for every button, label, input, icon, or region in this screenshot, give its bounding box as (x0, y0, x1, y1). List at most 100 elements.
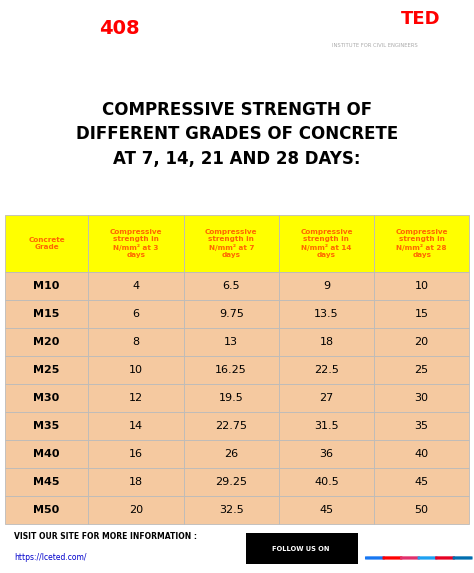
Text: 10: 10 (415, 281, 428, 291)
Text: 9.75: 9.75 (219, 309, 244, 319)
Text: Compressive
strength in
N/mm² at 7
days: Compressive strength in N/mm² at 7 days (205, 229, 257, 258)
Bar (5, 328, 88, 356)
Bar (88, 356, 183, 384)
Bar (374, 440, 469, 468)
Text: 10: 10 (129, 365, 143, 375)
Bar (183, 496, 279, 524)
Text: M45: M45 (33, 477, 60, 487)
Bar (374, 272, 469, 300)
Text: 408: 408 (100, 19, 140, 38)
Text: 26: 26 (224, 449, 238, 459)
Text: 16.25: 16.25 (215, 365, 247, 375)
Bar (88, 300, 183, 328)
Text: 40.5: 40.5 (314, 477, 339, 487)
Text: 20: 20 (129, 505, 143, 515)
Text: 45: 45 (415, 477, 428, 487)
Bar (279, 496, 374, 524)
Bar (279, 412, 374, 440)
FancyBboxPatch shape (365, 556, 385, 560)
Bar (374, 356, 469, 384)
Bar (183, 384, 279, 412)
Text: M15: M15 (33, 309, 60, 319)
Text: 16: 16 (129, 449, 143, 459)
Text: M40: M40 (33, 449, 60, 459)
Bar (5, 384, 88, 412)
FancyBboxPatch shape (435, 556, 455, 560)
Bar (88, 412, 183, 440)
FancyBboxPatch shape (453, 556, 473, 560)
Text: TIPS: TIPS (14, 19, 63, 38)
Text: 36: 36 (319, 449, 333, 459)
Bar (5, 272, 88, 300)
Bar (374, 468, 469, 496)
Text: 15: 15 (415, 309, 428, 319)
Bar (183, 272, 279, 300)
Bar (183, 468, 279, 496)
Text: M35: M35 (34, 421, 60, 431)
Text: VISIT OUR SITE FOR MORE INFORMATION :: VISIT OUR SITE FOR MORE INFORMATION : (14, 532, 197, 541)
Text: Compressive
strength in
N/mm² at 14
days: Compressive strength in N/mm² at 14 days (300, 229, 353, 258)
Text: 32.5: 32.5 (219, 505, 244, 515)
Bar (5, 440, 88, 468)
Text: 35: 35 (415, 421, 428, 431)
Bar (374, 384, 469, 412)
Bar (88, 496, 183, 524)
Bar (88, 328, 183, 356)
Bar (279, 468, 374, 496)
Text: 4: 4 (132, 281, 139, 291)
Text: M50: M50 (34, 505, 60, 515)
Bar (279, 356, 374, 384)
Bar (5, 412, 88, 440)
Bar (374, 215, 469, 272)
Bar (88, 440, 183, 468)
Text: Compressive
strength in
N/mm² at 3
days: Compressive strength in N/mm² at 3 days (109, 229, 162, 258)
FancyBboxPatch shape (383, 556, 402, 560)
Text: 14: 14 (129, 421, 143, 431)
Text: M30: M30 (34, 393, 60, 403)
Bar (279, 328, 374, 356)
Text: 20: 20 (415, 337, 428, 347)
Bar (5, 300, 88, 328)
Text: Compressive
strength in
N/mm² at 28
days: Compressive strength in N/mm² at 28 days (395, 229, 448, 258)
Text: 27: 27 (319, 393, 334, 403)
Bar (374, 328, 469, 356)
Text: COMPRESSIVE STRENGTH OF
DIFFERENT GRADES OF CONCRETE
AT 7, 14, 21 AND 28 DAYS:: COMPRESSIVE STRENGTH OF DIFFERENT GRADES… (76, 101, 398, 168)
Bar (183, 356, 279, 384)
Bar (5, 356, 88, 384)
Text: Concrete
Grade: Concrete Grade (28, 237, 65, 250)
FancyBboxPatch shape (400, 556, 420, 560)
Text: M25: M25 (33, 365, 60, 375)
Text: 6.5: 6.5 (222, 281, 240, 291)
Text: 45: 45 (319, 505, 334, 515)
Bar (5, 215, 88, 272)
Bar (183, 215, 279, 272)
Text: 22.75: 22.75 (215, 421, 247, 431)
Bar (183, 440, 279, 468)
FancyBboxPatch shape (418, 556, 438, 560)
Text: https://lceted.com/: https://lceted.com/ (14, 553, 87, 562)
Bar (183, 412, 279, 440)
Text: INSTITUTE FOR CIVIL ENGINEERS: INSTITUTE FOR CIVIL ENGINEERS (332, 42, 418, 48)
Text: 29.25: 29.25 (215, 477, 247, 487)
Text: 12: 12 (129, 393, 143, 403)
Text: 8: 8 (132, 337, 139, 347)
Bar (279, 272, 374, 300)
Text: 19.5: 19.5 (219, 393, 244, 403)
Text: 9: 9 (323, 281, 330, 291)
Bar (183, 300, 279, 328)
Text: ™: ™ (460, 19, 467, 25)
Bar (279, 215, 374, 272)
Bar (88, 384, 183, 412)
Text: 13.5: 13.5 (314, 309, 339, 319)
Text: M10: M10 (33, 281, 60, 291)
Text: 22.5: 22.5 (314, 365, 339, 375)
Bar (246, 533, 358, 564)
Bar (88, 272, 183, 300)
Bar (5, 496, 88, 524)
Bar (88, 468, 183, 496)
Text: 31.5: 31.5 (314, 421, 339, 431)
Bar (279, 384, 374, 412)
Bar (374, 496, 469, 524)
Text: 25: 25 (415, 365, 428, 375)
Text: 18: 18 (319, 337, 334, 347)
